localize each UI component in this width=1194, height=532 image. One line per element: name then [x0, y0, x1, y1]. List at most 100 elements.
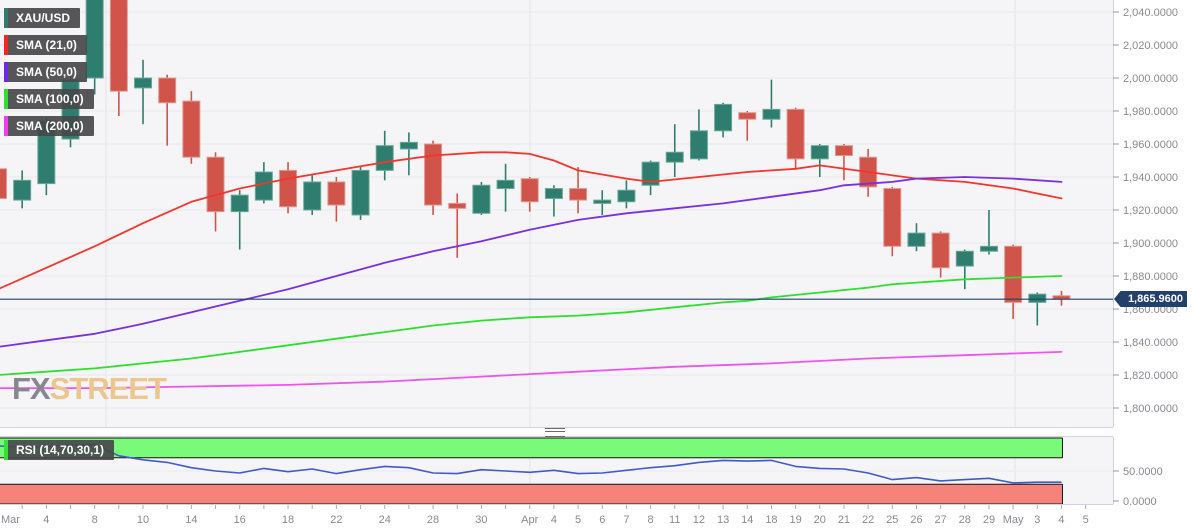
rsi-plot-area[interactable]: [0, 437, 1113, 504]
date-axis-label: 18: [282, 514, 294, 526]
date-axis-label: 28: [427, 514, 439, 526]
date-axis-label: 18: [765, 514, 777, 526]
candle-body: [689, 130, 708, 160]
candle[interactable]: [569, 167, 588, 214]
candle[interactable]: [520, 177, 539, 212]
candle[interactable]: [665, 124, 684, 177]
legend-item-sma21[interactable]: SMA (21,0): [4, 35, 87, 55]
date-axis-label: 11: [669, 514, 680, 526]
candle-body: [834, 145, 853, 157]
legend-item-instrument[interactable]: XAU/USD: [4, 8, 81, 28]
candle[interactable]: [303, 175, 322, 215]
candle[interactable]: [496, 163, 515, 212]
candle-body: [738, 112, 757, 120]
candle-body: [496, 179, 515, 190]
date-axis-label: 12: [693, 514, 705, 526]
candle-body: [569, 188, 588, 201]
date-axis-label: 25: [886, 514, 898, 526]
date-axis-label: Apr: [521, 514, 538, 526]
candle[interactable]: [1004, 244, 1023, 319]
sma200-color-bar: [4, 116, 8, 136]
candle[interactable]: [206, 152, 225, 232]
date-axis-label: 6: [599, 514, 605, 526]
date-axis-label: 4: [43, 514, 49, 526]
date-axis-label: 4: [1058, 514, 1064, 526]
date-axis-label: 5: [575, 514, 581, 526]
candle[interactable]: [0, 159, 7, 207]
candle[interactable]: [375, 130, 394, 181]
candle[interactable]: [786, 107, 805, 169]
candle[interactable]: [1028, 292, 1047, 326]
candle-body: [327, 181, 346, 206]
candle-body: [182, 100, 201, 158]
legend-item-rsi[interactable]: RSI (14,70,30,1): [4, 440, 115, 460]
rsi-band: [0, 484, 1063, 504]
legend-item-sma100[interactable]: SMA (100,0): [4, 89, 94, 109]
candle-body: [544, 188, 563, 199]
candle[interactable]: [424, 140, 443, 215]
candle[interactable]: [399, 132, 418, 176]
date-axis-label: 22: [862, 514, 874, 526]
date-axis-label: 24: [379, 514, 391, 526]
candle[interactable]: [641, 160, 660, 196]
candle[interactable]: [544, 185, 563, 217]
candle-body: [303, 181, 322, 211]
candle[interactable]: [931, 231, 950, 278]
price-axis-label: 1,940.0000: [1123, 172, 1178, 184]
candle-body: [279, 169, 298, 208]
main-plot-area[interactable]: [0, 0, 1113, 427]
candle[interactable]: [955, 249, 974, 290]
price-axis[interactable]: 2,040.0000 2,020.0000 2,000.0000 1,980.0000…: [1113, 7, 1178, 415]
date-axis-label: 8: [92, 514, 98, 526]
candle[interactable]: [714, 102, 733, 138]
candle[interactable]: [158, 74, 177, 146]
candle-body: [810, 145, 829, 160]
candle-body: [134, 77, 153, 89]
date-axis-label: 3: [1034, 514, 1040, 526]
candle[interactable]: [593, 190, 612, 215]
candle[interactable]: [472, 181, 491, 215]
legend-item-sma200[interactable]: SMA (200,0): [4, 116, 94, 136]
legend-item-sma50[interactable]: SMA (50,0): [4, 62, 87, 82]
legend-item-label: SMA (50,0): [16, 65, 77, 79]
price-axis-label: 1,820.0000: [1123, 370, 1178, 382]
date-axis-label: 16: [234, 514, 246, 526]
candle[interactable]: [109, 0, 128, 116]
price-axis-label: 2,000.0000: [1123, 73, 1178, 85]
candle[interactable]: [13, 170, 32, 209]
sma50-color-bar: [4, 62, 8, 82]
candle[interactable]: [979, 210, 998, 255]
instrument-color-bar: [4, 8, 8, 28]
candle[interactable]: [327, 177, 346, 222]
candle[interactable]: [883, 186, 902, 257]
date-axis-label: 29: [983, 514, 995, 526]
candle[interactable]: [907, 223, 926, 252]
date-axis-label: 28: [959, 514, 971, 526]
candle-body: [1028, 293, 1047, 303]
candle-body: [979, 245, 998, 252]
price-axis-label: 2,040.0000: [1123, 7, 1178, 19]
candle[interactable]: [617, 180, 636, 209]
candle[interactable]: [834, 144, 853, 181]
rsi-axis-label: 50.0000: [1123, 466, 1163, 478]
panel-resize-grip-icon[interactable]: [545, 428, 565, 437]
candle[interactable]: [351, 167, 370, 220]
rsi-axis[interactable]: 50.0000 0.0000: [1113, 466, 1163, 508]
candle[interactable]: [182, 91, 201, 164]
candle[interactable]: [230, 190, 249, 250]
candle[interactable]: [738, 111, 757, 141]
price-axis-label: 1,980.0000: [1123, 106, 1178, 118]
candle-body: [158, 77, 177, 104]
candle[interactable]: [134, 59, 153, 125]
date-axis[interactable]: Mar 4 8 10 14 16 18 22 24 28 30 Apr 4 5 6 7 8 11 12 13 14 18 1…: [0, 505, 1089, 526]
date-axis-label: 21: [838, 514, 850, 526]
candle[interactable]: [61, 74, 80, 148]
candle[interactable]: [689, 109, 708, 161]
candle[interactable]: [810, 144, 829, 177]
date-axis-label: 14: [185, 514, 197, 526]
candle[interactable]: [762, 79, 781, 128]
date-axis-label: 10: [137, 514, 149, 526]
date-axis-label: 22: [330, 514, 342, 526]
price-axis-label: 1,960.0000: [1123, 139, 1178, 151]
